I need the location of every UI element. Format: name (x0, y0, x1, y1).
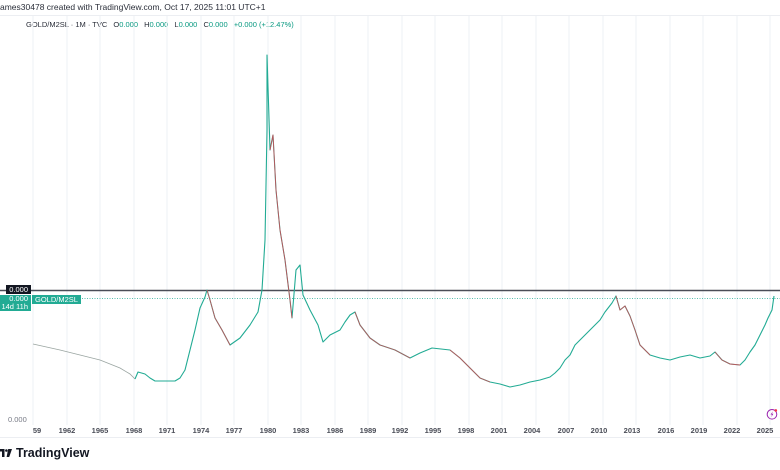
x-tick: 59 (32, 426, 42, 435)
legend-low-label: L (174, 20, 179, 29)
bar-countdown: 14d 11h (1, 302, 28, 311)
series-line-down-segments-4 (449, 349, 491, 383)
x-tick: 2016 (657, 426, 675, 435)
legend-close-value: 0.000 (208, 20, 228, 29)
x-tick: 2019 (690, 426, 708, 435)
series-line-down-segments-5 (615, 295, 651, 356)
created-with-caption: ames30478 created with TradingView.com, … (0, 2, 266, 12)
tradingview-brand[interactable]: TradingView (0, 446, 89, 460)
legend-high-label: H (144, 20, 150, 29)
x-tick: 2007 (557, 426, 575, 435)
x-tick: 1968 (125, 426, 143, 435)
x-tick: 2025 (756, 426, 774, 435)
x-tick: 1989 (359, 426, 377, 435)
x-tick: 1998 (457, 426, 475, 435)
x-tick: 1980 (259, 426, 277, 435)
x-tick: 2022 (723, 426, 741, 435)
time-axis-divider (0, 437, 780, 438)
x-tick: 2013 (623, 426, 641, 435)
header-divider (0, 15, 780, 16)
legend-open-value: 0.000 (119, 20, 138, 29)
time-axis[interactable]: 59 1962 1965 1968 1971 1974 1977 1980 19… (0, 426, 780, 438)
x-tick: 1983 (292, 426, 310, 435)
last-price-value: 0.000 (9, 294, 28, 303)
x-tick: 1971 (158, 426, 176, 435)
brand-name: TradingView (16, 446, 90, 460)
lightning-bolt-icon[interactable] (766, 408, 778, 420)
x-tick: 1995 (424, 426, 442, 435)
price-axis-bottom-label: 0.000 (8, 415, 27, 424)
early-line-series (32, 343, 136, 380)
legend-change: +0.000 (+12.47%) (233, 20, 294, 29)
x-tick: 1974 (192, 426, 210, 435)
price-chart[interactable] (0, 0, 780, 438)
legend-high-value: 0.000 (149, 20, 169, 29)
x-tick: 1992 (391, 426, 409, 435)
series-name-label: GOLD/M2SL (32, 295, 81, 304)
x-tick: 1965 (91, 426, 109, 435)
last-price-label: 0.000 14d 11h (0, 295, 31, 311)
x-tick: 1977 (225, 426, 243, 435)
tradingview-logo-icon (0, 449, 12, 457)
series-line-down-segments (269, 134, 293, 319)
x-tick: 1986 (326, 426, 344, 435)
legend-open-label: O (113, 20, 120, 29)
legend-low-value: 0.000 (178, 20, 198, 29)
series-line-up (134, 54, 775, 388)
x-tick: 1962 (58, 426, 76, 435)
legend-close-label: C (203, 20, 209, 29)
series-line-down-segments-3 (354, 311, 411, 359)
crosshair-price-label: 0.000 (6, 285, 31, 294)
series-line-down-segments-6 (714, 351, 741, 366)
x-tick: 2001 (490, 426, 508, 435)
vertical-gridlines (32, 16, 771, 425)
x-tick: 2004 (523, 426, 541, 435)
x-tick: 2010 (590, 426, 608, 435)
series-line-down-segments-2 (206, 289, 231, 346)
